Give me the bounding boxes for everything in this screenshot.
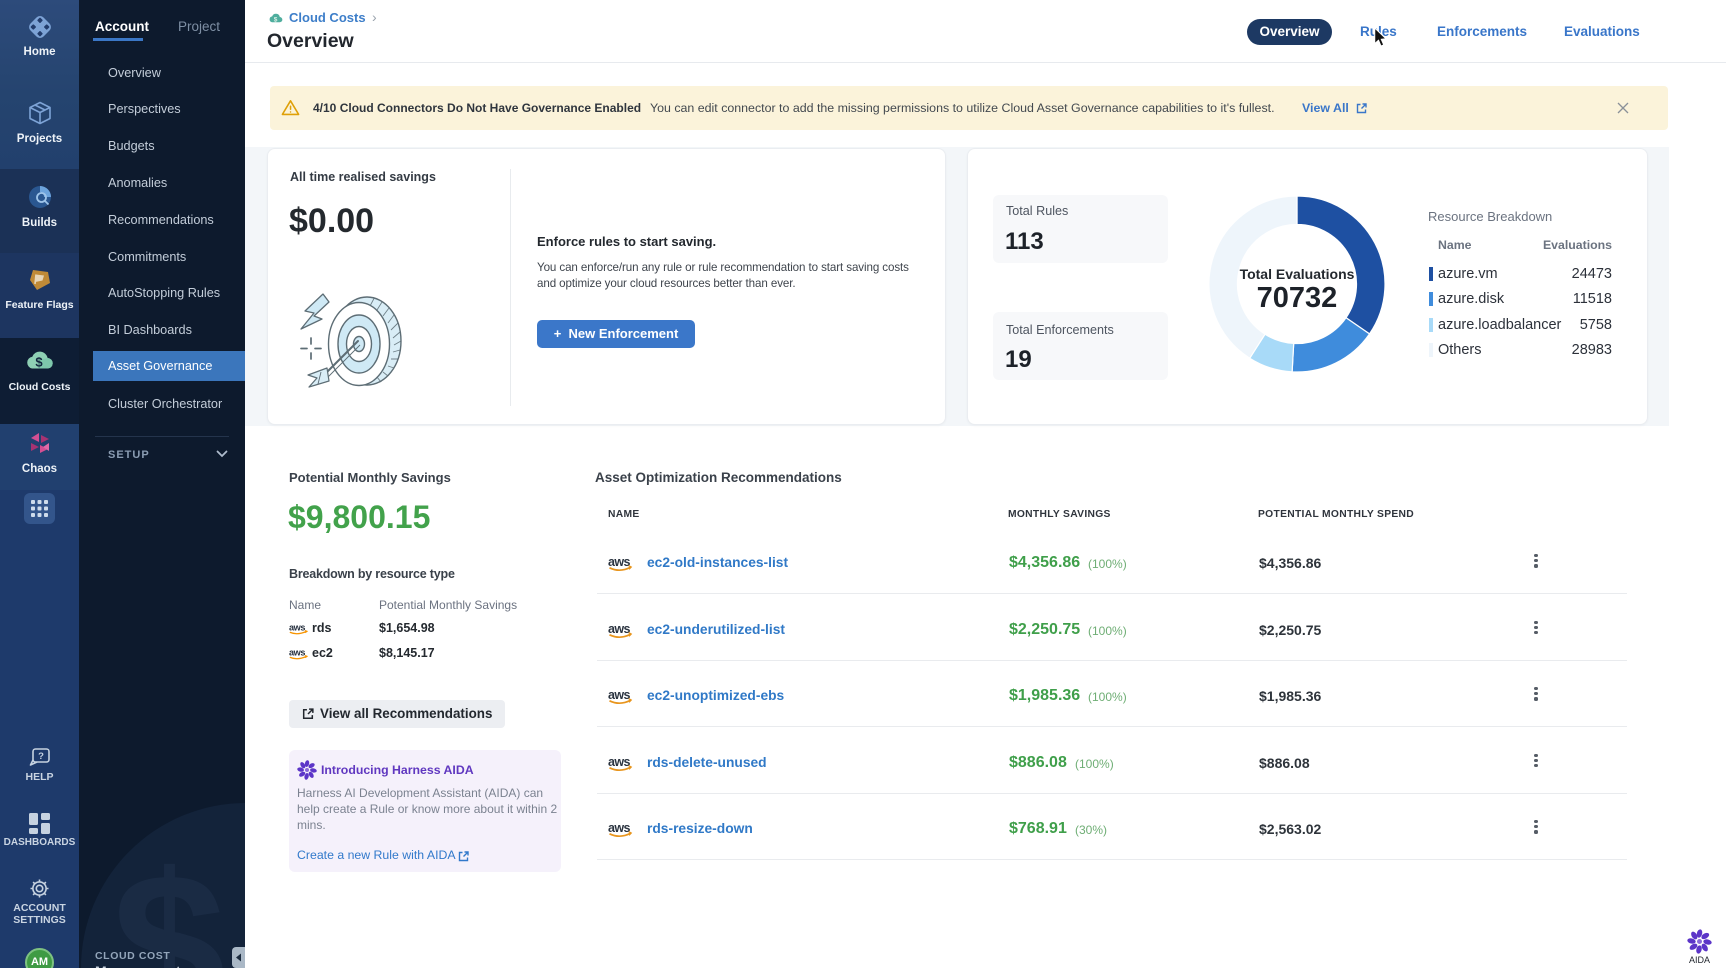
svg-text:aws: aws (289, 623, 305, 633)
svg-text:aws: aws (608, 755, 630, 769)
svg-text:aws: aws (608, 688, 630, 702)
svg-text:$: $ (274, 16, 278, 23)
svg-text:aws: aws (289, 648, 305, 658)
svg-text:aws: aws (608, 622, 630, 636)
svg-text:?: ? (38, 751, 44, 762)
svg-text:aws: aws (608, 821, 630, 835)
svg-text:$: $ (35, 355, 43, 370)
svg-text:aws: aws (608, 555, 630, 569)
